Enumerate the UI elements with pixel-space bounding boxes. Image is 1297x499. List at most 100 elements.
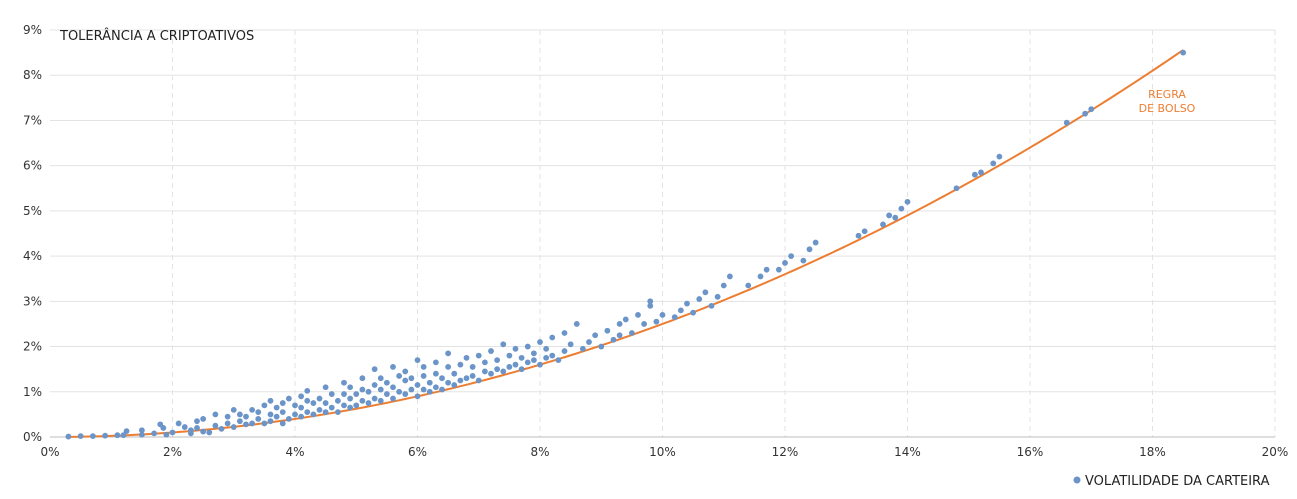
- data-point: [451, 370, 458, 377]
- data-point: [243, 421, 249, 428]
- data-point: [194, 418, 200, 425]
- data-point: [653, 318, 660, 325]
- data-point: [396, 373, 403, 379]
- data-point: [279, 400, 286, 406]
- data-point: [690, 309, 697, 316]
- data-point: [377, 386, 384, 393]
- data-point: [359, 397, 366, 404]
- data-point: [990, 160, 997, 167]
- x-tick-label: 18%: [1139, 445, 1166, 459]
- data-point: [861, 228, 868, 235]
- data-point: [616, 321, 623, 327]
- data-point: [567, 341, 574, 348]
- data-point: [579, 345, 586, 352]
- annotation-line-2: DE BOLSO: [1139, 102, 1196, 115]
- data-point: [1063, 119, 1070, 126]
- tick-labels: 0% 1% 2% 3% 4% 5% 6% 7% 8% 9% 0% 2% 4% 6% 8% 10% 12% 14% 1…: [23, 23, 1288, 459]
- data-point: [549, 352, 556, 359]
- data-point: [708, 302, 715, 309]
- data-point: [371, 366, 378, 373]
- data-point: [383, 391, 390, 397]
- data-point: [175, 420, 182, 427]
- data-point: [341, 391, 347, 397]
- data-point: [892, 214, 899, 221]
- data-point: [530, 357, 537, 364]
- data-point: [377, 397, 384, 404]
- x-tick-label: 20%: [1262, 445, 1289, 459]
- data-point: [341, 402, 347, 409]
- data-point: [310, 400, 317, 406]
- data-point: [812, 239, 819, 246]
- data-point: [420, 386, 427, 393]
- data-point: [549, 334, 556, 341]
- data-point: [420, 364, 427, 370]
- data-point: [481, 359, 488, 366]
- data-point: [396, 388, 403, 395]
- data-point: [347, 395, 354, 402]
- data-point: [334, 409, 341, 416]
- data-point: [230, 424, 237, 430]
- data-point: [249, 420, 256, 427]
- data-point: [475, 352, 482, 359]
- data-points: [65, 49, 1187, 440]
- data-point: [267, 397, 274, 404]
- data-point: [114, 432, 121, 439]
- data-point: [432, 359, 439, 366]
- data-point: [524, 359, 531, 366]
- data-point: [359, 386, 366, 393]
- data-point: [298, 413, 305, 420]
- data-point: [714, 293, 721, 300]
- data-point: [659, 312, 666, 318]
- data-point: [518, 354, 525, 361]
- y-tick-label: 1%: [23, 385, 42, 399]
- data-point: [439, 375, 445, 382]
- rule-of-thumb-curve: [68, 49, 1184, 438]
- data-point: [285, 395, 292, 402]
- data-point: [598, 343, 605, 350]
- y-tick-label: 9%: [23, 23, 42, 37]
- data-point: [187, 427, 194, 434]
- data-point: [788, 253, 795, 260]
- data-point: [102, 432, 109, 439]
- data-point: [408, 386, 415, 393]
- data-point: [206, 429, 213, 436]
- data-point: [573, 321, 580, 327]
- x-tick-label: 2%: [163, 445, 182, 459]
- y-tick-label: 4%: [23, 249, 42, 263]
- x-tick-label: 14%: [894, 445, 921, 459]
- y-tick-label: 2%: [23, 340, 42, 354]
- legend-marker: [1073, 476, 1081, 484]
- data-point: [426, 388, 433, 395]
- data-point: [414, 393, 421, 400]
- data-point: [506, 352, 513, 359]
- x-tick-label: 4%: [285, 445, 304, 459]
- data-point: [641, 321, 648, 327]
- rule-of-thumb-curve-group: [68, 49, 1184, 438]
- x-tick-label: 6%: [408, 445, 427, 459]
- data-point: [402, 391, 409, 397]
- data-point: [647, 298, 654, 305]
- data-point: [494, 366, 501, 373]
- data-point: [518, 366, 525, 373]
- data-point: [684, 300, 690, 307]
- data-point: [212, 422, 219, 429]
- x-tick-label: 10%: [649, 445, 676, 459]
- y-tick-label: 7%: [23, 113, 42, 127]
- x-tick-label: 0%: [40, 445, 59, 459]
- data-point: [181, 424, 188, 430]
- data-point: [304, 397, 311, 404]
- data-point: [377, 375, 384, 382]
- data-point: [218, 425, 225, 432]
- y-tick-label: 3%: [23, 294, 42, 308]
- data-point: [512, 345, 519, 352]
- data-point: [285, 416, 292, 422]
- data-point: [647, 302, 654, 309]
- data-point: [432, 384, 439, 391]
- data-point: [77, 433, 84, 439]
- data-point: [347, 384, 354, 391]
- data-point: [880, 221, 886, 228]
- grid: [50, 29, 1276, 438]
- data-point: [604, 327, 611, 334]
- annotation-line-1: REGRA: [1148, 88, 1186, 101]
- data-point: [1082, 110, 1089, 117]
